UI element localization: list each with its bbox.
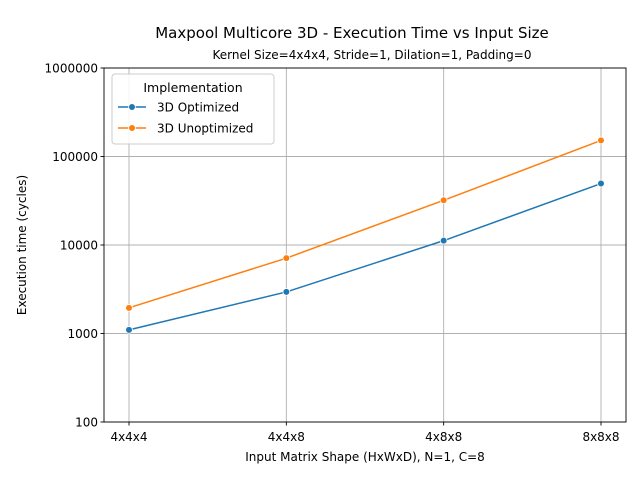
legend-marker	[128, 103, 136, 111]
x-tick-label: 8x8x8	[582, 430, 619, 444]
x-axis-label: Input Matrix Shape (HxWxD), N=1, C=8	[245, 450, 485, 464]
legend: Implementation 3D Optimized 3D Unoptimize…	[111, 73, 275, 145]
data-point	[125, 326, 133, 334]
data-point	[125, 304, 133, 312]
y-tick-label: 100	[75, 416, 98, 430]
series-3d-unoptimized	[125, 136, 605, 312]
data-point	[597, 179, 605, 188]
data-point	[282, 254, 291, 262]
y-tick-label: 1000000	[45, 62, 98, 76]
data-point	[439, 196, 448, 205]
legend-marker	[128, 124, 136, 132]
y-tick-label: 10000	[60, 239, 98, 253]
y-axis-label: Execution time (cycles)	[15, 175, 29, 315]
y-tick-label: 1000	[67, 327, 98, 341]
series-line-3d-unoptimized	[128, 139, 602, 309]
legend-label: 3D Unoptimized	[157, 122, 253, 136]
legend-item-3d-unoptimized: 3D Unoptimized	[118, 122, 253, 136]
x-tick-label: 4x8x8	[425, 430, 462, 444]
y-tick-label: 100000	[52, 150, 98, 164]
chart-title: Maxpool Multicore 3D - Execution Time vs…	[155, 24, 549, 42]
legend-item-3d-optimized: 3D Optimized	[118, 101, 239, 115]
series-3d-optimized	[125, 179, 605, 334]
legend-box	[111, 73, 275, 145]
legend-label: 3D Optimized	[157, 101, 239, 115]
series-line-3d-optimized	[128, 182, 602, 331]
data-point	[439, 236, 448, 245]
axis-ticks: 100 1000 10000 100000 1000000 4x4x4 4x4x8 4x8x8…	[45, 62, 620, 445]
legend-title: Implementation	[143, 80, 242, 95]
x-tick-label: 4x4x8	[268, 430, 305, 444]
chart-subtitle: Kernel Size=4x4x4, Stride=1, Dilation=1,…	[213, 48, 532, 62]
x-tick-label: 4x4x4	[110, 430, 147, 444]
series-layer	[125, 136, 605, 334]
data-point	[597, 136, 605, 145]
data-point	[282, 288, 291, 296]
